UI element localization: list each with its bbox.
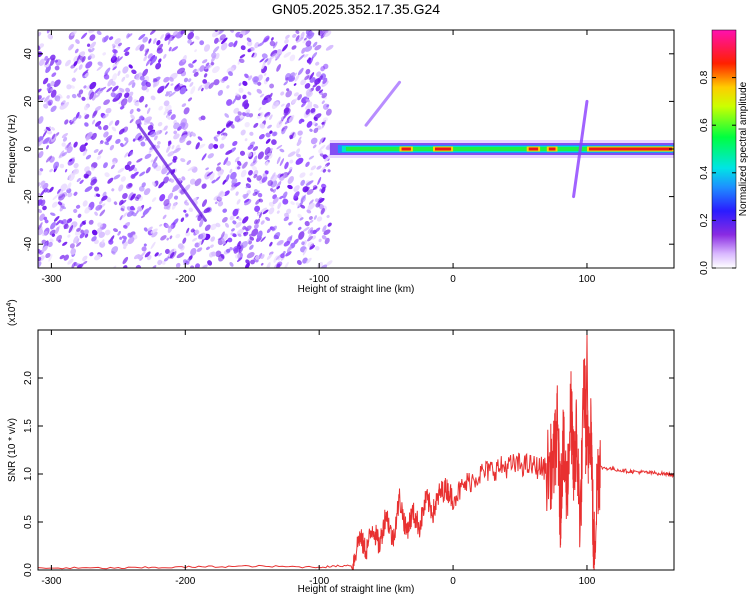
snr-y-tick-label: 1.0 — [23, 467, 34, 481]
snr-y-tick-label: 2.0 — [23, 371, 34, 385]
spectrogram-x-tick-label: -300 — [41, 274, 61, 285]
snr-y-tick-label: 0.5 — [23, 515, 34, 529]
snr-scale-label: (x104) — [6, 299, 18, 326]
spectrogram-content — [38, 30, 674, 268]
snr-x-ticks: -300 -200 -100 0 100 — [41, 330, 596, 587]
spectrogram-y-tick-label: -40 — [23, 237, 34, 252]
snr-x-tick-label: 0 — [450, 576, 456, 587]
snr-x-tick-label: -200 — [175, 576, 195, 587]
colorbar-tick-label: 0.6 — [699, 118, 710, 132]
snr-x-label: Height of straight line (km) — [298, 584, 415, 595]
colorbar-tick-label: 0.0 — [699, 261, 710, 275]
snr-y-label: SNR (10 * v/v) — [7, 418, 18, 482]
snr-y-tick-label: 1.5 — [23, 419, 34, 433]
snr-x-tick-label: -300 — [41, 576, 61, 587]
spectrogram-y-ticks: -40 -20 0 20 40 — [23, 48, 674, 252]
spectrogram-x-tick-label: 0 — [450, 274, 456, 285]
spectrogram-y-tick-label: 40 — [23, 48, 34, 60]
snr-y-ticks: 0.0 0.5 1.0 1.5 2.0 — [23, 371, 674, 577]
spectrogram-x-tick-label: -100 — [309, 274, 329, 285]
spectrogram-x-tick-label: 100 — [579, 274, 596, 285]
signal-band — [329, 140, 674, 158]
upper-branch-trace — [364, 80, 402, 127]
figure-title: GN05.2025.352.17.35.G24 — [272, 1, 440, 17]
spectrogram-y-label: Frequency (Hz) — [7, 115, 18, 184]
colorbar-tick-label: 0.8 — [699, 70, 710, 84]
spectrogram-x-tick-label: -200 — [175, 274, 195, 285]
snr-scale-base: (x10 — [7, 306, 18, 326]
colorbar-tick-label: 0.4 — [699, 165, 710, 179]
colorbar-label: Normalized spectral amplitude — [738, 81, 749, 216]
noise-region — [38, 30, 334, 268]
spectrogram-y-tick-label: -20 — [23, 189, 34, 204]
snr-x-tick-label: -100 — [309, 576, 329, 587]
spectrogram-y-tick-label: 20 — [23, 95, 34, 107]
colorbar-tick-label: 0.2 — [699, 213, 710, 227]
snr-scale-close: ) — [7, 299, 18, 302]
snr-frame — [37, 329, 675, 571]
snr-y-tick-label: 0.0 — [23, 563, 34, 577]
colorbar: 0.0 0.2 0.4 0.6 0.8 Normalized spectral ampl… — [699, 29, 749, 275]
diagonal-trace — [136, 123, 207, 222]
spike-trace — [572, 99, 589, 199]
snr-x-tick-label: 100 — [579, 576, 596, 587]
colorbar-ticks: 0.0 0.2 0.4 0.6 0.8 — [699, 70, 736, 275]
colorbar-gradient — [711, 29, 737, 269]
spectrogram-x-label: Height of straight line (km) — [298, 284, 415, 295]
snr-scale-exp: 4 — [6, 303, 13, 307]
snr-line — [38, 334, 674, 570]
snr-panel: -300 -200 -100 0 100 0.0 0.5 1.0 1.5 2.0 Height … — [6, 299, 675, 595]
snr-content — [38, 334, 674, 570]
spectrogram-x-ticks: -300 -200 -100 0 100 — [41, 30, 596, 285]
spectrogram-y-tick-label: 0 — [23, 146, 34, 152]
